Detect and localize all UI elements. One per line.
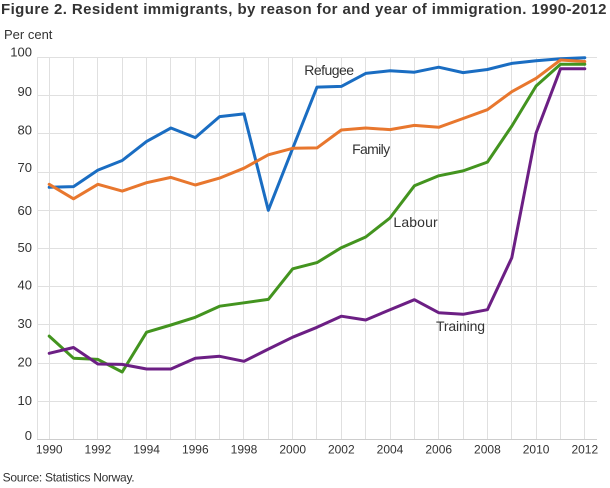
svg-text:30: 30	[18, 316, 32, 331]
svg-text:Family: Family	[352, 141, 390, 157]
svg-text:Figure 2. Resident immigrants,: Figure 2. Resident immigrants, by reason…	[1, 1, 607, 18]
svg-text:Source: Statistics Norway.: Source: Statistics Norway.	[3, 471, 135, 485]
svg-text:2002: 2002	[328, 443, 355, 457]
svg-text:50: 50	[18, 240, 32, 255]
svg-text:2006: 2006	[425, 443, 452, 457]
svg-text:60: 60	[18, 203, 32, 218]
svg-text:100: 100	[10, 44, 32, 59]
svg-text:Refugee: Refugee	[304, 62, 354, 78]
svg-text:10: 10	[18, 393, 32, 408]
svg-text:2004: 2004	[377, 443, 404, 457]
svg-text:0: 0	[25, 428, 32, 443]
svg-text:Per cent: Per cent	[4, 27, 53, 42]
svg-text:Training: Training	[436, 318, 485, 334]
svg-text:2000: 2000	[279, 443, 306, 457]
svg-text:2010: 2010	[523, 443, 550, 457]
svg-text:2012: 2012	[571, 443, 598, 457]
svg-text:40: 40	[18, 277, 32, 292]
svg-text:1992: 1992	[85, 443, 112, 457]
svg-text:90: 90	[18, 84, 32, 99]
svg-text:2008: 2008	[474, 443, 501, 457]
svg-text:Labour: Labour	[393, 214, 438, 230]
svg-text:20: 20	[18, 355, 32, 370]
svg-text:1998: 1998	[231, 443, 258, 457]
svg-text:1994: 1994	[133, 443, 160, 457]
svg-text:1990: 1990	[36, 443, 63, 457]
svg-text:80: 80	[18, 122, 32, 137]
svg-text:70: 70	[18, 160, 32, 175]
svg-text:1996: 1996	[182, 443, 209, 457]
